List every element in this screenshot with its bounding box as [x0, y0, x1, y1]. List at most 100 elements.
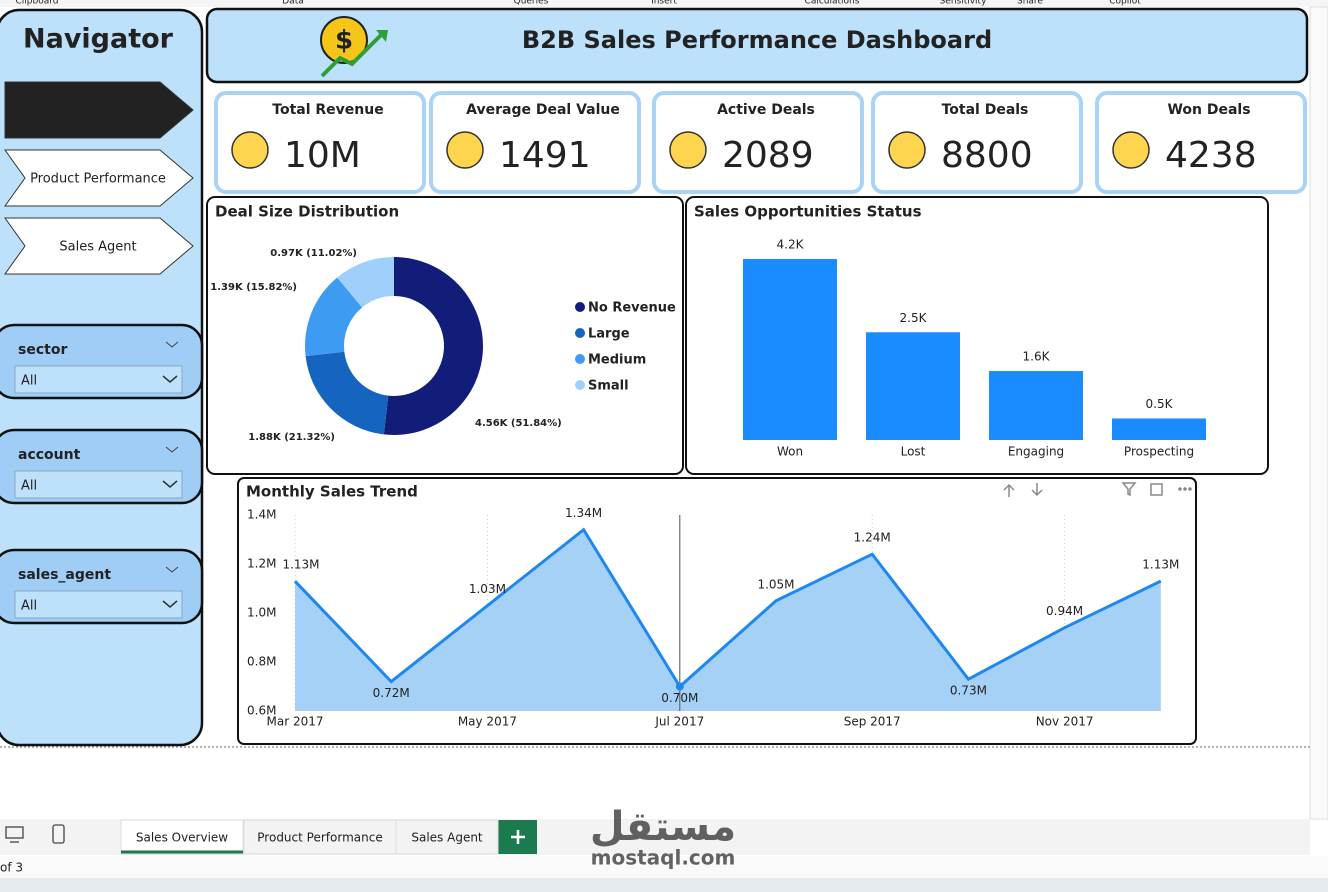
filters-pane [1309, 6, 1328, 820]
data-label: 4.56K (51.84%) [475, 418, 562, 429]
dropdown-chevron [162, 375, 178, 383]
kpi-card [1095, 91, 1307, 194]
data-label: 1.13M [282, 558, 319, 572]
data-label: 0.94M [1046, 604, 1083, 618]
slicer-value: All [21, 599, 37, 614]
legend-marker [575, 302, 585, 312]
x-tick-label: Jul 2017 [654, 715, 704, 729]
nav-button-label: Product Performance [30, 172, 166, 187]
page-count: of 3 [0, 861, 23, 875]
data-label: 1.88K (21.32%) [248, 432, 335, 443]
donut-slice [337, 257, 394, 308]
kpi-value: 2089 [722, 135, 814, 176]
legend-label: Small [588, 379, 629, 394]
kpi-label: Total Revenue [272, 102, 383, 118]
kpi-card [429, 91, 641, 194]
ribbon-group-label: Sensitivity [940, 0, 988, 7]
slicer-dropdown[interactable] [14, 470, 183, 499]
data-label: 0.72M [373, 686, 410, 700]
chart-title: Monthly Sales Trend [246, 483, 418, 501]
add-icon [511, 830, 525, 844]
data-label: 1.34M [565, 506, 602, 520]
page-tab-label: Sales Agent [411, 831, 483, 845]
kpi-card [871, 91, 1083, 194]
x-tick-label: Mar 2017 [267, 715, 324, 729]
slicer-collapse[interactable] [165, 566, 179, 573]
slicer-label: sector [18, 342, 67, 358]
ribbon-group-label: Clipboard [16, 0, 59, 7]
nav-button-label: Sales Overview [48, 104, 148, 119]
kpi-icon [888, 131, 926, 169]
kpi-label: Average Deal Value [466, 102, 620, 118]
taskbar [0, 878, 1328, 892]
slicer-label: account [18, 447, 81, 463]
data-label: 1.03M [469, 582, 506, 596]
nav-button[interactable] [4, 149, 194, 207]
page-tab[interactable] [120, 819, 244, 855]
kpi-value: 8800 [941, 135, 1033, 176]
x-tick-label: Nov 2017 [1036, 715, 1094, 729]
watermark-arabic: مستقل [590, 804, 736, 850]
dropdown-chevron [162, 600, 178, 608]
slicer-collapse[interactable] [165, 341, 179, 348]
page-tab-label: Product Performance [257, 831, 382, 845]
ribbon-group-label: Data [282, 0, 304, 7]
x-tick-label: May 2017 [458, 715, 517, 729]
nav-button-label: Sales Agent [59, 240, 136, 255]
header-icon: $ [320, 16, 388, 78]
kpi-label: Won Deals [1167, 102, 1250, 118]
kpi-value: 4238 [1165, 135, 1257, 176]
data-label: 1.6K [1023, 350, 1051, 364]
slicer-dropdown[interactable] [14, 365, 183, 394]
view-icons[interactable] [5, 824, 65, 844]
donut-slice [305, 277, 363, 357]
data-label: 1.13M [1142, 558, 1179, 572]
ribbon-group-label: Share [1017, 0, 1043, 7]
dashboard-title: B2B Sales Performance Dashboard [522, 26, 992, 54]
svg-text:$: $ [335, 26, 353, 56]
page-tab[interactable] [243, 819, 397, 855]
kpi-icon [231, 131, 269, 169]
header-box [205, 7, 1309, 84]
data-label: 4.2K [777, 238, 805, 252]
slicer-collapse[interactable] [165, 446, 179, 453]
data-label: 2.5K [900, 311, 928, 325]
x-tick-label: Prospecting [1124, 445, 1194, 459]
ribbon-group-label: Copilot [1109, 0, 1141, 7]
y-tick-label: 1.0M [247, 606, 276, 620]
slicer-value: All [21, 479, 37, 494]
kpi-icon [1112, 131, 1150, 169]
data-label: 1.39K (15.82%) [210, 282, 297, 293]
nav-button[interactable] [4, 81, 194, 139]
donut-slice [383, 257, 484, 435]
data-label: 0.5K [1146, 397, 1174, 411]
area-fill [295, 529, 1161, 711]
slicer-label: sales_agent [18, 567, 111, 583]
kpi-label: Total Deals [942, 102, 1029, 118]
visual-toolbar[interactable] [1003, 482, 1192, 497]
page-tab[interactable] [395, 819, 499, 855]
slicer-dropdown[interactable] [14, 590, 183, 619]
bar [989, 371, 1083, 440]
bar [743, 259, 837, 440]
y-tick-label: 1.4M [247, 508, 276, 522]
legend-marker [575, 380, 585, 390]
ribbon [0, 0, 1328, 7]
nav-button[interactable] [4, 217, 194, 275]
kpi-card [214, 91, 426, 194]
status-bar [0, 856, 1328, 878]
donut-slice [305, 351, 389, 435]
legend-label: Large [588, 327, 630, 342]
kpi-icon [669, 131, 707, 169]
trend-line [293, 527, 1162, 689]
chart-title: Sales Opportunities Status [694, 203, 922, 221]
slicer-value: All [21, 374, 37, 389]
legend-marker [575, 328, 585, 338]
kpi-value: 10M [284, 135, 361, 176]
bar [866, 332, 960, 440]
dropdown-chevron [162, 480, 178, 488]
kpi-value: 1491 [499, 135, 591, 176]
data-label: 0.70M [661, 691, 698, 705]
